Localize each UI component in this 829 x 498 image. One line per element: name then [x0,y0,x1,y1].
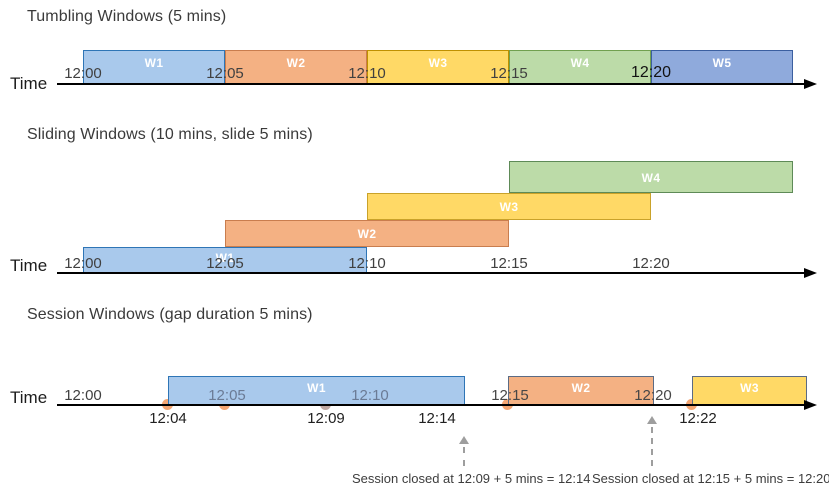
window-label: W5 [712,56,732,70]
window-label: W3 [428,56,448,70]
window-label: W3 [740,381,759,395]
session-section-title: Session Windows (gap duration 5 mins) [27,306,313,323]
window-label: W4 [570,56,590,70]
event-label-1209: 12:09 [307,410,345,427]
session-close-annotation-1: Session closed at 12:09 + 5 mins = 12:14 [352,471,591,486]
tumbling-window-w1: W1 [83,50,225,84]
tumbling-window-w3: W3 [367,50,509,84]
session-window-w3: W3 [692,376,807,405]
session-close-arrow-2-shaft [651,427,653,466]
window-label: W2 [357,227,377,241]
tumbling-tick-1220: 12:20 [630,64,672,81]
window-label: W2 [571,381,591,395]
session-close-annotation-2: Session closed at 12:15 + 5 mins = 12:20 [592,471,829,486]
sliding-tick-1200: 12:00 [64,255,102,272]
session-close-arrow-1-shaft [463,447,465,466]
tumbling-section-title: Tumbling Windows (5 mins) [27,8,227,25]
session-tick-1215: 12:15 [491,387,529,404]
tumbling-tick-1200: 12:00 [64,65,102,82]
sliding-timeline [57,272,806,274]
session-tick-1210: 12:10 [351,387,389,404]
sliding-window-w4: W4 [509,161,793,193]
window-label: W3 [499,200,519,214]
event-label-1214: 12:14 [418,410,456,427]
session-time-axis-label: Time [10,388,48,407]
tumbling-time-axis-label: Time [10,74,48,93]
event-label-1204: 12:04 [149,410,187,427]
sliding-timeline-arrowhead-icon [804,268,817,278]
window-label: W1 [307,381,326,395]
sliding-window-w3: W3 [367,193,651,220]
tumbling-tick-1210: 12:10 [348,65,386,82]
sliding-tick-1210: 12:10 [348,255,386,272]
tumbling-tick-1215: 12:15 [490,65,528,82]
tumbling-timeline [57,83,806,85]
session-close-arrow-1-head-icon [459,436,469,444]
session-timeline [57,404,806,406]
session-close-arrow-2-head-icon [647,416,657,424]
window-label: W1 [215,251,235,265]
session-tick-1205: 12:05 [208,387,246,404]
sliding-window-w1: W1 [83,247,367,273]
sliding-time-axis-label: Time [10,256,48,275]
sliding-tick-1220: 12:20 [632,255,670,272]
session-tick-1200: 12:00 [64,387,102,404]
tumbling-tick-1205: 12:05 [206,65,244,82]
event-label-1222: 12:22 [679,410,717,427]
sliding-window-w2: W2 [225,220,509,247]
session-window-w1: W1 [168,376,465,405]
session-timeline-arrowhead-icon [804,400,817,410]
tumbling-window-w5: W5 [651,50,793,84]
tumbling-timeline-arrowhead-icon [804,79,817,89]
window-label: W2 [286,56,306,70]
sliding-tick-1215: 12:15 [490,255,528,272]
window-label: W4 [641,171,661,185]
window-label: W1 [144,56,164,70]
sliding-section-title: Sliding Windows (10 mins, slide 5 mins) [27,126,313,143]
sliding-tick-1205: 12:05 [206,255,244,272]
session-tick-1220: 12:20 [634,387,672,404]
